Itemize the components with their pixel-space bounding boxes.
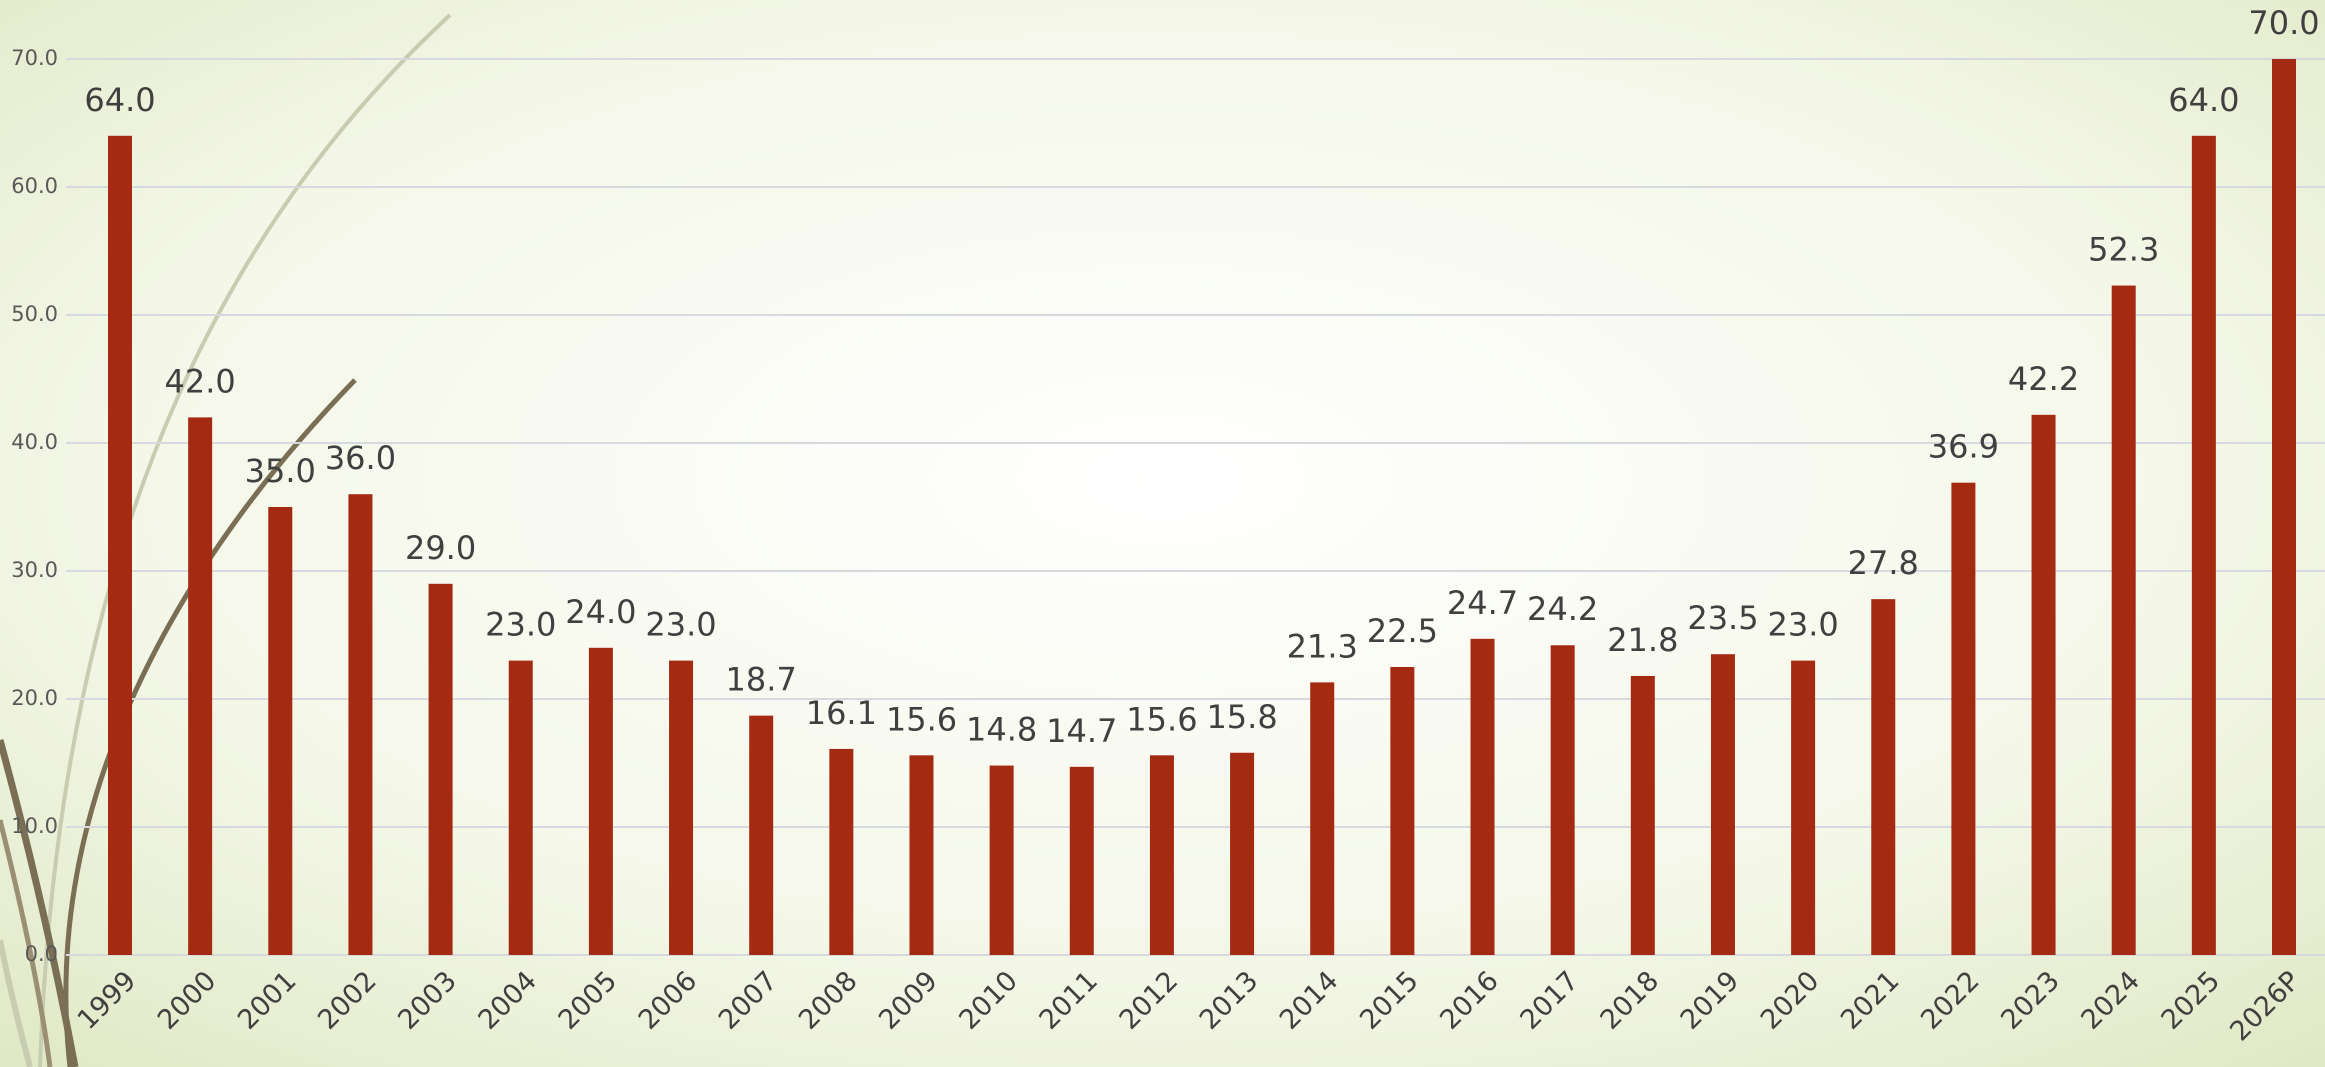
y-tick-label: 10.0 [11,814,58,838]
data-label: 18.7 [726,661,797,699]
bar [749,715,774,955]
data-label: 23.5 [1687,599,1758,637]
data-label: 24.0 [565,593,636,631]
bar [1390,667,1415,955]
data-label: 21.3 [1287,627,1358,665]
bar [1951,482,1976,955]
data-label: 36.9 [1928,428,1999,466]
bar [1310,682,1335,955]
bar [1791,660,1816,955]
bar [2111,285,2136,955]
bar [1710,654,1735,955]
data-label: 64.0 [84,81,155,119]
data-label: 23.0 [645,606,716,644]
data-label: 70.0 [2248,4,2319,42]
bar [1550,645,1575,955]
y-tick-label: 70.0 [11,46,58,70]
y-tick-label: 50.0 [11,302,58,326]
y-tick-label: 40.0 [11,430,58,454]
bar [1630,675,1655,955]
data-label: 35.0 [245,452,316,490]
bar [588,647,613,955]
decor-curve [0,739,79,1067]
data-label: 64.0 [2168,81,2239,119]
decor-curve [63,378,357,1067]
data-label: 42.2 [2008,360,2079,398]
data-label: 23.0 [485,606,556,644]
bar [188,417,213,955]
data-label: 15.6 [886,700,957,738]
decor-curve [0,939,33,1067]
data-label: 52.3 [2088,231,2159,269]
bar [1871,599,1896,955]
bar [268,507,293,955]
decor-curve [38,13,452,1067]
bar [829,748,854,955]
y-tick-label: 30.0 [11,558,58,582]
data-label: 14.8 [966,711,1037,749]
data-label: 42.0 [165,362,236,400]
bar [2191,135,2216,956]
bar [1470,638,1495,955]
bar [989,765,1014,955]
data-label: 24.7 [1447,584,1518,622]
bar [428,583,453,955]
bar [1230,752,1255,955]
bar [1069,766,1094,955]
data-label: 23.0 [1767,606,1838,644]
data-label: 15.6 [1126,700,1197,738]
data-label: 36.0 [325,439,396,477]
bar [2272,59,2296,955]
data-label: 22.5 [1367,612,1438,650]
bar [669,660,694,955]
bar [348,494,373,955]
y-tick-label: 20.0 [11,686,58,710]
bar [909,755,934,955]
data-label: 16.1 [806,694,877,732]
data-label: 14.7 [1046,712,1117,750]
data-label: 24.2 [1527,590,1598,628]
decor-curve [0,819,53,1067]
y-tick-label: 0.0 [25,942,58,966]
data-label: 29.0 [405,529,476,567]
data-label: 15.8 [1206,698,1277,736]
bar [108,135,132,956]
data-label: 27.8 [1848,544,1919,582]
y-tick-label: 60.0 [11,174,58,198]
data-label: 21.8 [1607,621,1678,659]
bar [1149,755,1174,955]
bar [2031,414,2056,956]
bar [508,660,533,955]
